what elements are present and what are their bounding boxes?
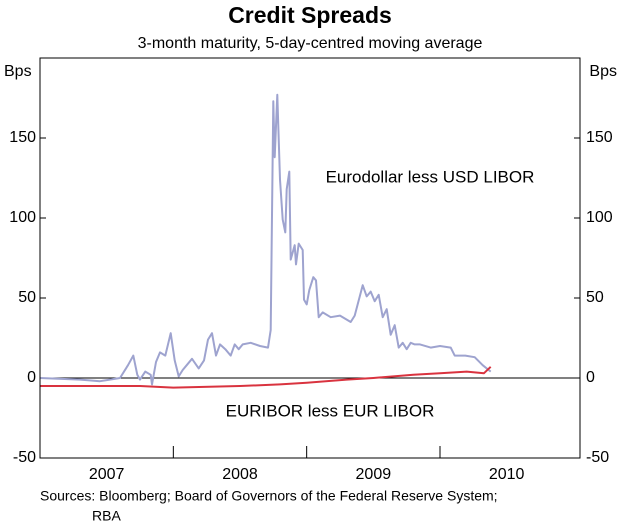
y2-tick-label: 150 (586, 129, 613, 146)
sources: RBA (92, 508, 121, 524)
series-annotation: Eurodollar less USD LIBOR (326, 167, 535, 186)
y2-axis-label: Bps (589, 63, 617, 80)
y2-tick-label: -50 (586, 449, 609, 466)
y-tick-label: -50 (13, 449, 36, 466)
y2-tick-label: 0 (586, 369, 595, 386)
series-line (39, 93, 492, 386)
x-tick-label: 2008 (222, 466, 258, 483)
x-tick-label: 2009 (356, 466, 392, 483)
sources: Sources: Bloomberg; Board of Governors o… (40, 488, 498, 504)
plot-frame (39, 57, 581, 459)
chart-subtitle: 3-month maturity, 5-day-centred moving a… (138, 35, 483, 52)
y-tick-label: 50 (18, 289, 36, 306)
y-tick-label: 100 (9, 209, 36, 226)
x-tick-label: 2007 (89, 466, 125, 483)
y2-tick-label: 100 (586, 209, 613, 226)
y-tick-label: 0 (27, 369, 36, 386)
series-annotation: EURIBOR less EUR LIBOR (226, 401, 435, 420)
x-tick-label: 2010 (489, 466, 525, 483)
series-line (40, 366, 492, 389)
y-axis-label: Bps (4, 63, 32, 80)
chart-title: Credit Spreads (228, 2, 392, 28)
y2-tick-label: 50 (586, 289, 604, 306)
y-tick-label: 150 (9, 129, 36, 146)
